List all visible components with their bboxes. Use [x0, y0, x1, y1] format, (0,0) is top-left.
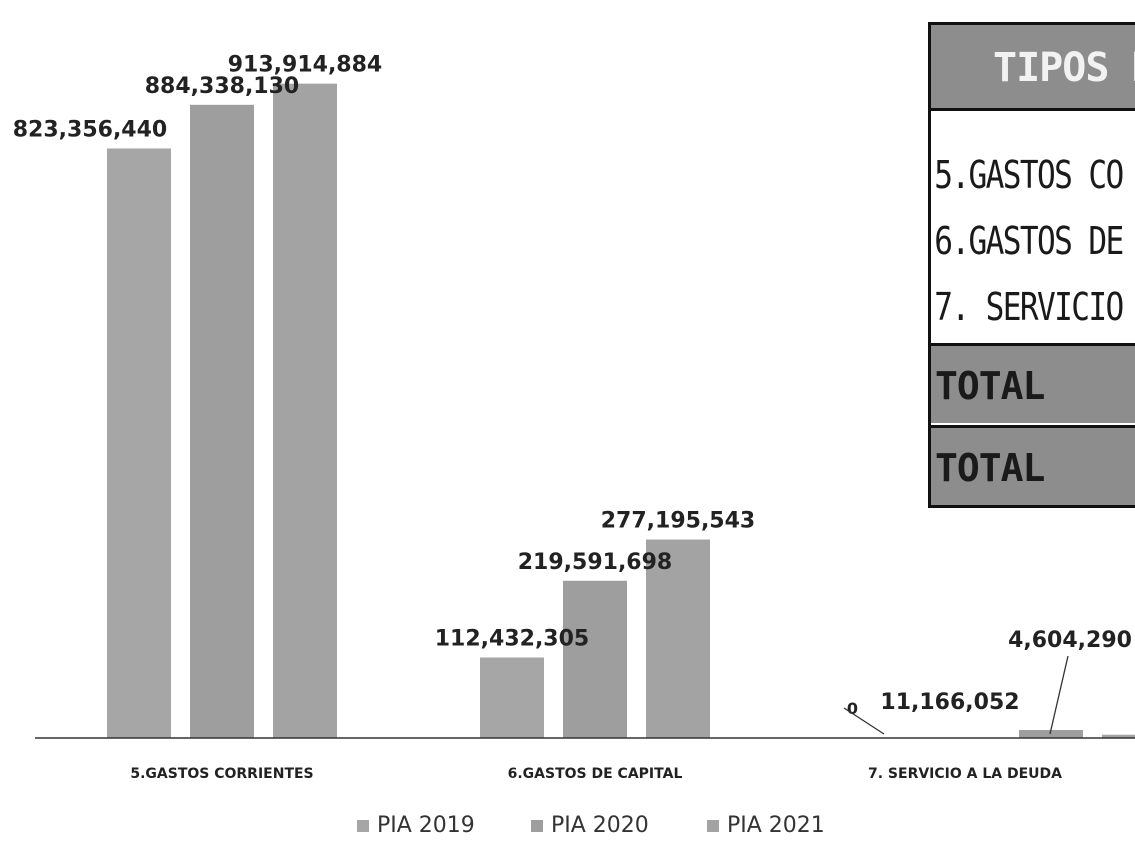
data-label: 112,432,305	[435, 626, 589, 651]
leader-line	[1049, 655, 1069, 735]
leader-line	[843, 707, 885, 735]
table-total-row: TOTAL	[931, 343, 1135, 423]
bar-pia-2019-1	[107, 148, 171, 738]
data-label: 219,591,698	[518, 550, 672, 575]
legend-label: PIA 2019	[377, 813, 475, 838]
category-label: 5.GASTOS CORRIENTES	[130, 766, 313, 782]
data-label: 823,356,440	[13, 117, 167, 142]
legend-swatch	[531, 820, 543, 832]
data-label: 4,604,290	[1008, 628, 1132, 653]
data-label: 0	[847, 699, 858, 718]
data-label: 277,195,543	[601, 509, 755, 534]
bar-pia-2020-1	[190, 104, 254, 738]
table-total-row: TOTAL	[931, 425, 1135, 505]
table-header: TIPOS DE G	[931, 25, 1135, 111]
data-label: 11,166,052	[880, 690, 1019, 715]
legend-swatch	[707, 820, 719, 832]
bar-pia-2020-3	[1019, 730, 1083, 738]
bars-layer	[107, 83, 1135, 738]
leader-lines	[843, 655, 1069, 735]
value-labels-layer: 823,356,440 112,432,305 0 884,338,130 219,59…	[13, 53, 1132, 718]
category-label: 6.GASTOS DE CAPITAL	[508, 766, 683, 782]
data-label: 913,914,884	[228, 53, 382, 78]
data-label: 884,338,130	[145, 74, 299, 99]
bar-pia-2021-2	[646, 539, 710, 738]
table-row: 6.GASTOS DE CA	[934, 219, 1123, 263]
category-labels-layer: 5.GASTOS CORRIENTES 6.GASTOS DE CAPITAL 7.…	[130, 766, 1062, 782]
table-row: 5.GASTOS CORR	[934, 153, 1123, 197]
bar-pia-2021-3	[1102, 734, 1135, 738]
legend: PIA 2019 PIA 2020 PIA 2021	[357, 813, 825, 838]
legend-label: PIA 2020	[551, 813, 649, 838]
table-row: 7. SERVICIO A LA	[934, 285, 1123, 329]
category-label: 7. SERVICIO A LA DEUDA	[868, 766, 1062, 782]
summary-table: TIPOS DE G 5.GASTOS CORR 6.GASTOS DE CA …	[928, 22, 1135, 508]
bar-pia-2019-2	[480, 657, 544, 738]
bar-pia-2021-1	[273, 83, 337, 738]
bar-pia-2020-2	[563, 580, 627, 738]
legend-label: PIA 2021	[727, 813, 825, 838]
legend-swatch	[357, 820, 369, 832]
